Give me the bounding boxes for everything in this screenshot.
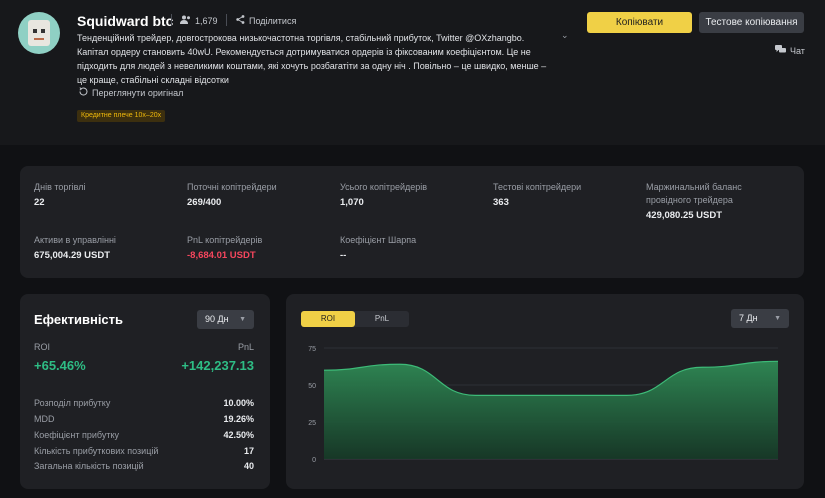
roi-label: ROI	[34, 342, 51, 352]
tab-pnl[interactable]: PnL	[374, 314, 390, 323]
roi-value: +65.46%	[34, 358, 86, 373]
chart-tab-group: ROI PnL	[301, 311, 409, 327]
translate-icon	[79, 87, 88, 98]
roi-chart-panel: ROI PnL 7 Дн ▼ 0 25 50 75	[286, 294, 804, 489]
stat-margin-balance: Маржинальний баланс провідного трейдера …	[646, 182, 742, 221]
stat-sharpe-ratio: Коефіцієнт Шарпа --	[340, 235, 417, 261]
caret-down-icon: ▼	[774, 315, 781, 322]
stat-trading-days: Днів торгівлі 22	[34, 182, 86, 208]
leverage-badge: Кредитне плече 10x–20x	[77, 110, 166, 122]
share-button[interactable]: Поділитися	[236, 15, 296, 26]
stat-aum: Активи в управлінні 675,004.29 USDT	[34, 235, 116, 261]
y-tick-label: 25	[308, 420, 316, 427]
caret-down-icon: ▼	[239, 316, 246, 323]
roi-line	[323, 360, 779, 396]
trader-header: Squidward btc 1,679 Поділитися Тенденцій…	[0, 0, 825, 145]
chat-icon	[775, 45, 786, 56]
pnl-label: PnL	[237, 342, 254, 352]
view-original-link[interactable]: Переглянути оригінал	[79, 87, 183, 98]
test-copy-button[interactable]: Тестове копіювання	[699, 12, 804, 33]
chevron-down-icon[interactable]: ⌄	[561, 30, 569, 40]
followers-count: 1,679	[180, 15, 218, 26]
share-icon	[236, 15, 245, 26]
pnl-value: +142,237.13	[181, 358, 254, 373]
roi-area	[324, 361, 778, 459]
performance-panel: Ефективність 90 Дн ▼ ROI PnL +65.46% +14…	[20, 294, 270, 489]
performance-period-select[interactable]: 90 Дн ▼	[197, 310, 254, 329]
performance-title: Ефективність	[34, 312, 124, 327]
tab-roi[interactable]: ROI	[301, 311, 355, 327]
chart-period-select[interactable]: 7 Дн ▼	[731, 309, 789, 328]
stat-copytrader-pnl: PnL копітрейдерів -8,684.01 USDT	[187, 235, 263, 261]
y-tick-label: 0	[312, 457, 316, 464]
stat-total-copytraders: Усього копітрейдерів 1,070	[340, 182, 428, 208]
trader-description: Тенденційний трейдер, довгострокова низь…	[77, 33, 547, 85]
chat-button[interactable]: Чат	[775, 45, 805, 56]
users-icon	[180, 15, 191, 26]
avatar	[18, 12, 60, 54]
stats-panel: Днів торгівлі 22 Поточні копітрейдери 26…	[20, 166, 804, 278]
trader-name: Squidward btc	[77, 13, 174, 29]
stat-current-copytraders: Поточні копітрейдери 269/400	[187, 182, 277, 208]
y-tick-label: 50	[308, 383, 316, 390]
roi-area-chart: 0 25 50 75	[308, 346, 779, 464]
stat-test-copytraders: Тестові копітрейдери 363	[493, 182, 582, 208]
y-tick-label: 75	[308, 346, 316, 353]
copy-button[interactable]: Копіювати	[587, 12, 692, 33]
